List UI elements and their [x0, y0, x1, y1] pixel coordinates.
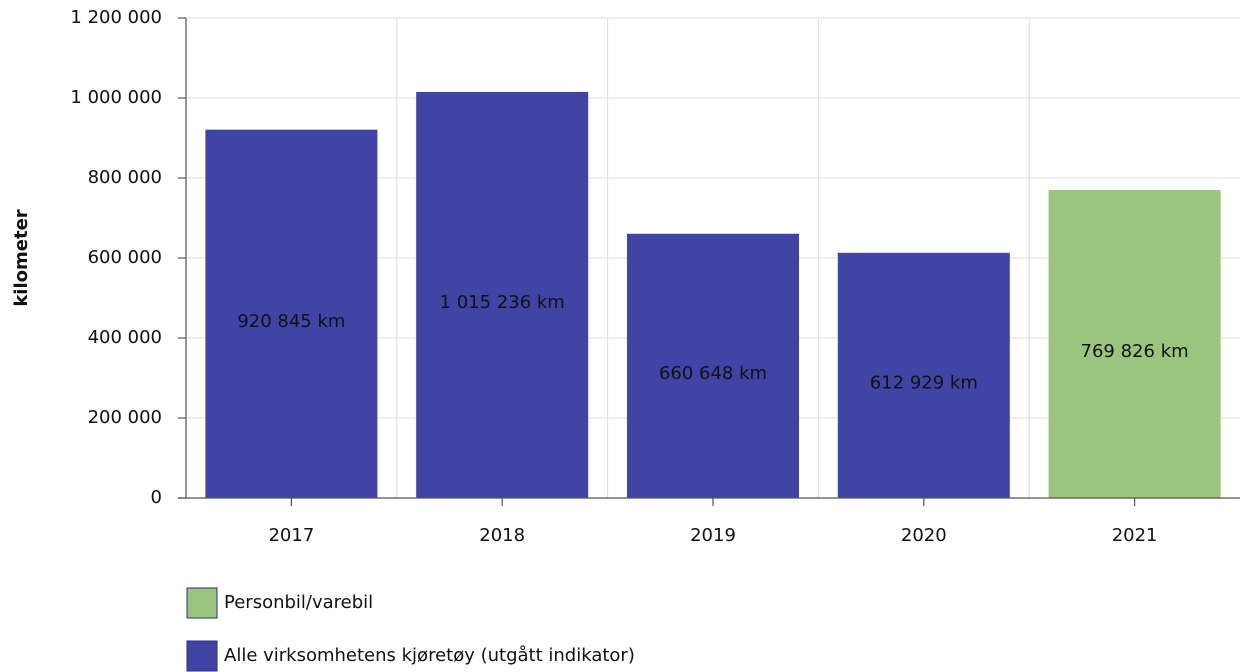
x-tick-label: 2020	[901, 525, 947, 546]
bar	[626, 233, 800, 499]
y-tick-label: 1 000 000	[70, 87, 162, 108]
bar	[1048, 190, 1221, 499]
x-tick-label: 2021	[1112, 525, 1158, 546]
legend-swatch	[186, 587, 218, 619]
data-label: 920 845 km	[237, 311, 345, 332]
y-tick-label: 400 000	[88, 327, 162, 348]
x-tick-label: 2017	[268, 525, 314, 546]
data-label: 1 015 236 km	[440, 292, 565, 313]
legend-label: Personbil/varebil	[224, 592, 373, 613]
y-tick-label: 200 000	[88, 407, 162, 428]
y-tick-label: 600 000	[88, 247, 162, 268]
y-tick-label: 0	[151, 487, 162, 508]
bar	[416, 91, 589, 498]
y-tick-label: 800 000	[88, 167, 162, 188]
data-label: 660 648 km	[659, 363, 767, 384]
bar	[205, 129, 378, 499]
legend-swatch	[186, 640, 218, 672]
x-tick-label: 2019	[690, 525, 736, 546]
y-tick-label: 1 200 000	[70, 7, 162, 28]
x-tick-label: 2018	[479, 525, 525, 546]
data-label: 612 929 km	[870, 372, 978, 393]
data-label: 769 826 km	[1081, 341, 1189, 362]
legend-label: Alle virksomhetens kjøretøy (utgått indi…	[224, 645, 635, 666]
y-axis-label: kilometer	[11, 209, 32, 306]
bar	[837, 252, 1010, 498]
